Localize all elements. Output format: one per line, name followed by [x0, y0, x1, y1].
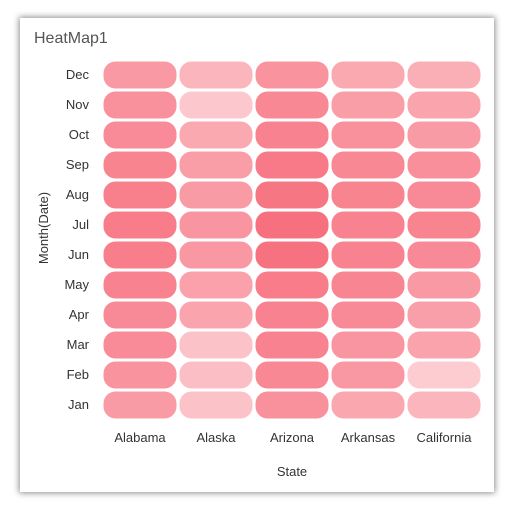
y-tick-label: Feb — [67, 367, 89, 382]
heatmap-cell[interactable] — [179, 241, 253, 269]
heatmap-cell[interactable] — [179, 331, 253, 359]
heatmap-cells — [103, 61, 481, 419]
heatmap-cell[interactable] — [331, 271, 405, 299]
y-tick-label: Jun — [68, 247, 89, 262]
heatmap-cell[interactable] — [103, 61, 177, 89]
heatmap-cell[interactable] — [331, 121, 405, 149]
heatmap-cell[interactable] — [331, 91, 405, 119]
heatmap-cell[interactable] — [255, 211, 329, 239]
heatmap-cell[interactable] — [179, 301, 253, 329]
heatmap-cell[interactable] — [179, 361, 253, 389]
y-tick-label: Jul — [72, 217, 89, 232]
heatmap-cell[interactable] — [179, 391, 253, 419]
heatmap-cell[interactable] — [407, 61, 481, 89]
heatmap-cell[interactable] — [407, 151, 481, 179]
heatmap-cell[interactable] — [407, 241, 481, 269]
heatmap-cell[interactable] — [179, 271, 253, 299]
x-tick-label: Arkansas — [341, 430, 396, 445]
heatmap-cell[interactable] — [103, 151, 177, 179]
y-axis-title: Month(Date) — [36, 192, 51, 264]
y-tick-label: Sep — [66, 157, 89, 172]
x-tick-label: Alaska — [196, 430, 236, 445]
heatmap-cell[interactable] — [255, 391, 329, 419]
heatmap-cell[interactable] — [103, 91, 177, 119]
heatmap-cell[interactable] — [331, 211, 405, 239]
heatmap-cell[interactable] — [331, 241, 405, 269]
heatmap-cell[interactable] — [255, 181, 329, 209]
heatmap-cell[interactable] — [407, 211, 481, 239]
heatmap-cell[interactable] — [407, 91, 481, 119]
x-axis-title: State — [277, 464, 307, 479]
heatmap-cell[interactable] — [179, 211, 253, 239]
heatmap-cell[interactable] — [255, 361, 329, 389]
heatmap-cell[interactable] — [255, 91, 329, 119]
heatmap-cell[interactable] — [103, 181, 177, 209]
heatmap-cell[interactable] — [103, 301, 177, 329]
heatmap-cell[interactable] — [103, 121, 177, 149]
heatmap-cell[interactable] — [255, 301, 329, 329]
heatmap-cell[interactable] — [255, 331, 329, 359]
x-tick-labels: Alabama Alaska Arizona Arkansas California — [114, 430, 472, 445]
x-tick-label: Arizona — [270, 430, 315, 445]
heatmap-cell[interactable] — [407, 361, 481, 389]
heatmap-cell[interactable] — [255, 151, 329, 179]
heatmap-cell[interactable] — [103, 391, 177, 419]
heatmap-cell[interactable] — [331, 181, 405, 209]
y-tick-labels: Dec Nov Oct Sep Aug Jul Jun May Apr Mar Feb Jan — [64, 67, 89, 412]
heatmap-cell[interactable] — [103, 361, 177, 389]
x-tick-label: California — [417, 430, 473, 445]
y-tick-label: May — [64, 277, 89, 292]
heatmap-cell[interactable] — [407, 121, 481, 149]
heatmap-cell[interactable] — [331, 391, 405, 419]
y-tick-label: Jan — [68, 397, 89, 412]
heatmap-cell[interactable] — [179, 121, 253, 149]
y-tick-label: Mar — [67, 337, 90, 352]
heatmap-cell[interactable] — [179, 61, 253, 89]
heatmap-cell[interactable] — [407, 271, 481, 299]
y-tick-label: Apr — [69, 307, 90, 322]
heatmap-cell[interactable] — [255, 61, 329, 89]
heatmap-cell[interactable] — [103, 241, 177, 269]
y-tick-label: Dec — [66, 67, 90, 82]
y-tick-label: Oct — [69, 127, 90, 142]
heatmap-cell[interactable] — [407, 331, 481, 359]
x-tick-label: Alabama — [114, 430, 166, 445]
heatmap-cell[interactable] — [331, 61, 405, 89]
heatmap-cell[interactable] — [103, 271, 177, 299]
heatmap-cell[interactable] — [407, 391, 481, 419]
heatmap-cell[interactable] — [331, 331, 405, 359]
heatmap-cell[interactable] — [179, 91, 253, 119]
y-tick-label: Aug — [66, 187, 89, 202]
heatmap-cell[interactable] — [255, 241, 329, 269]
chart-title: HeatMap1 — [34, 30, 108, 47]
heatmap-cell[interactable] — [179, 151, 253, 179]
heatmap-cell[interactable] — [331, 361, 405, 389]
heatmap-cell[interactable] — [407, 301, 481, 329]
heatmap-cell[interactable] — [179, 181, 253, 209]
heatmap-cell[interactable] — [331, 301, 405, 329]
y-tick-label: Nov — [66, 97, 90, 112]
heatmap-cell[interactable] — [255, 121, 329, 149]
heatmap-cell[interactable] — [103, 211, 177, 239]
heatmap-cell[interactable] — [331, 151, 405, 179]
heatmap-cell[interactable] — [103, 331, 177, 359]
heatmap-cell[interactable] — [255, 271, 329, 299]
heatmap-cell[interactable] — [407, 181, 481, 209]
